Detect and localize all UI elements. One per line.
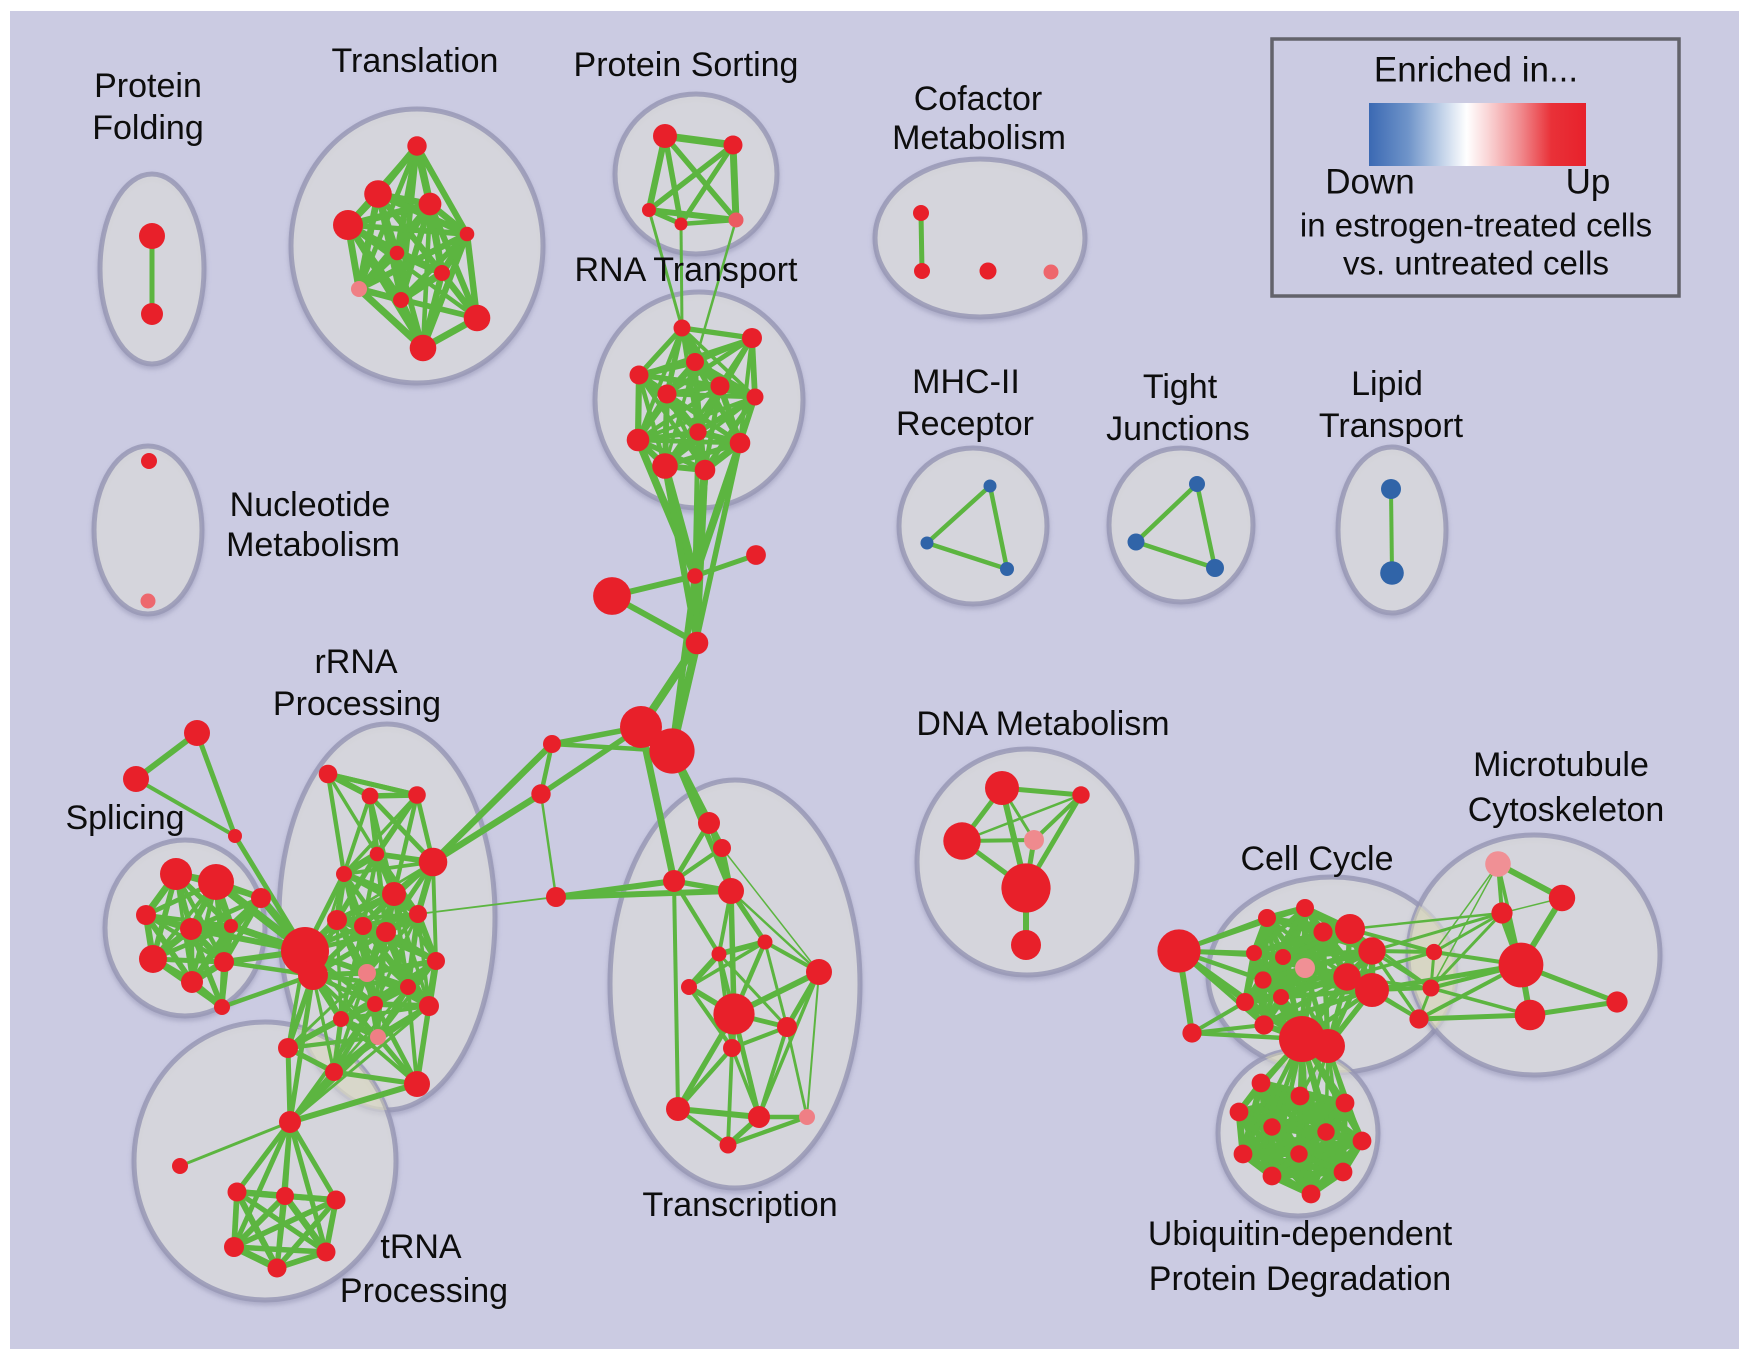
svg-text:Ubiquitin-dependent: Ubiquitin-dependent: [1148, 1215, 1453, 1253]
svg-text:Up: Up: [1566, 162, 1611, 201]
svg-text:tRNA: tRNA: [380, 1228, 462, 1266]
svg-text:Lipid: Lipid: [1351, 365, 1423, 403]
svg-text:Transport: Transport: [1319, 407, 1464, 445]
svg-text:vs. untreated cells: vs. untreated cells: [1343, 245, 1609, 282]
svg-text:Splicing: Splicing: [65, 799, 184, 837]
svg-text:Processing: Processing: [340, 1272, 508, 1310]
svg-text:Down: Down: [1325, 162, 1414, 201]
svg-text:Protein: Protein: [94, 67, 202, 105]
svg-text:Junctions: Junctions: [1106, 410, 1250, 448]
svg-text:rRNA: rRNA: [314, 643, 397, 681]
svg-text:Tight: Tight: [1143, 368, 1218, 406]
svg-text:Folding: Folding: [92, 109, 204, 147]
svg-text:Metabolism: Metabolism: [226, 526, 400, 564]
svg-text:Microtubule: Microtubule: [1473, 746, 1649, 784]
svg-text:Cofactor: Cofactor: [914, 80, 1043, 118]
svg-text:Translation: Translation: [332, 42, 499, 80]
svg-text:Protein Degradation: Protein Degradation: [1149, 1260, 1451, 1298]
svg-text:DNA Metabolism: DNA Metabolism: [916, 705, 1169, 743]
svg-text:Transcription: Transcription: [642, 1186, 837, 1224]
svg-text:Metabolism: Metabolism: [892, 119, 1066, 157]
svg-text:Cell Cycle: Cell Cycle: [1240, 840, 1393, 878]
svg-text:MHC-II: MHC-II: [912, 363, 1020, 401]
svg-text:Enriched in...: Enriched in...: [1374, 50, 1578, 89]
svg-text:Nucleotide: Nucleotide: [230, 486, 391, 524]
svg-text:Protein Sorting: Protein Sorting: [574, 46, 799, 84]
svg-text:Cytoskeleton: Cytoskeleton: [1468, 791, 1665, 829]
svg-text:Receptor: Receptor: [896, 405, 1034, 443]
svg-text:RNA Transport: RNA Transport: [575, 251, 799, 289]
svg-text:Processing: Processing: [273, 685, 441, 723]
svg-text:in estrogen-treated cells: in estrogen-treated cells: [1300, 207, 1652, 244]
